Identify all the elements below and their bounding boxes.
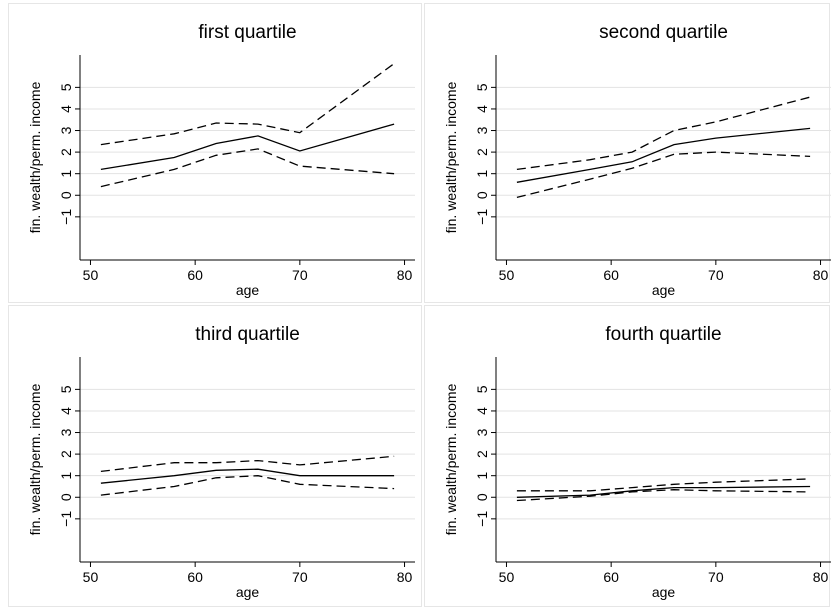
x-tick-label: 80 <box>813 569 829 585</box>
panel-frame <box>8 305 422 607</box>
series-line-estimate <box>100 123 395 171</box>
chart-panel-4: fourth quartile −1 0 1 2 3 4 5 50 60 70 80 age fin. w… <box>424 305 831 607</box>
y-tick-label: 4 <box>58 407 74 415</box>
y-axis-label: fin. wealth/perm. income <box>443 81 459 233</box>
x-tick-label: 70 <box>708 267 724 283</box>
series-line-band-2 <box>100 475 395 496</box>
series-line-band-2 <box>516 151 811 199</box>
y-tick-label: 5 <box>58 385 74 393</box>
y-tick-label: −1 <box>58 209 74 225</box>
y-tick-label: 3 <box>474 126 490 134</box>
x-tick-label: 80 <box>397 569 413 585</box>
series-line-band-2 <box>100 148 395 188</box>
chart-title: third quartile <box>195 324 300 345</box>
y-tick-label: 3 <box>474 428 490 436</box>
y-tick-label: 4 <box>474 105 490 113</box>
chart-panel-2: second quartile −1 0 1 2 3 4 5 50 60 70 80 age fin. w… <box>424 3 831 303</box>
series-line-band-2 <box>516 489 811 502</box>
y-tick-label: 2 <box>474 148 490 156</box>
x-tick-label: 60 <box>603 569 619 585</box>
panel-frame <box>424 305 830 607</box>
y-tick-label: 2 <box>474 450 490 458</box>
y-axis-label: fin. wealth/perm. income <box>27 383 43 535</box>
series-line-estimate <box>516 485 811 498</box>
x-axis-label: age <box>652 282 676 298</box>
series-line-band-1 <box>100 63 395 146</box>
series-line-band-1 <box>100 455 395 473</box>
x-tick-label: 60 <box>187 267 203 283</box>
y-tick-label: 2 <box>58 148 74 156</box>
y-axis-label: fin. wealth/perm. income <box>27 81 43 233</box>
x-axis-label: age <box>652 584 676 600</box>
x-tick-label: 50 <box>83 569 99 585</box>
chart-title: second quartile <box>599 22 728 43</box>
y-tick-label: −1 <box>474 209 490 225</box>
y-tick-label: 1 <box>58 472 74 480</box>
x-tick-label: 70 <box>292 267 308 283</box>
y-tick-label: 0 <box>58 191 74 199</box>
x-tick-label: 70 <box>292 569 308 585</box>
y-tick-label: −1 <box>58 511 74 527</box>
y-tick-label: 2 <box>58 450 74 458</box>
chart-title: first quartile <box>198 22 296 43</box>
x-tick-label: 50 <box>499 569 515 585</box>
y-tick-label: 1 <box>474 472 490 480</box>
series-line-estimate <box>516 127 811 183</box>
x-tick-label: 50 <box>83 267 99 283</box>
panel-frame <box>424 3 830 303</box>
y-axis-label: fin. wealth/perm. income <box>443 383 459 535</box>
x-axis-label: age <box>236 584 260 600</box>
y-tick-label: 0 <box>474 493 490 501</box>
y-tick-label: 1 <box>474 170 490 178</box>
series-line-band-1 <box>516 478 811 492</box>
y-tick-label: −1 <box>474 511 490 527</box>
x-tick-label: 60 <box>187 569 203 585</box>
panel-frame <box>8 3 422 303</box>
series-line-estimate <box>100 468 395 484</box>
series-line-band-1 <box>516 96 811 171</box>
y-tick-label: 5 <box>474 83 490 91</box>
x-axis-label: age <box>236 282 260 298</box>
x-tick-label: 50 <box>499 267 515 283</box>
y-tick-label: 1 <box>58 170 74 178</box>
x-tick-label: 80 <box>397 267 413 283</box>
chart-panel-1: first quartile −1 0 1 2 3 4 5 50 60 70 80 age fin. we… <box>8 3 422 303</box>
x-tick-label: 70 <box>708 569 724 585</box>
y-tick-label: 0 <box>474 191 490 199</box>
y-tick-label: 4 <box>58 105 74 113</box>
y-tick-label: 5 <box>58 83 74 91</box>
y-tick-label: 0 <box>58 493 74 501</box>
y-tick-label: 3 <box>58 428 74 436</box>
chart-panel-3: third quartile −1 0 1 2 3 4 5 50 60 70 80 age fin. we… <box>8 305 422 607</box>
y-tick-label: 5 <box>474 385 490 393</box>
x-tick-label: 80 <box>813 267 829 283</box>
x-tick-label: 60 <box>603 267 619 283</box>
y-tick-label: 3 <box>58 126 74 134</box>
chart-title: fourth quartile <box>605 324 721 345</box>
y-tick-label: 4 <box>474 407 490 415</box>
